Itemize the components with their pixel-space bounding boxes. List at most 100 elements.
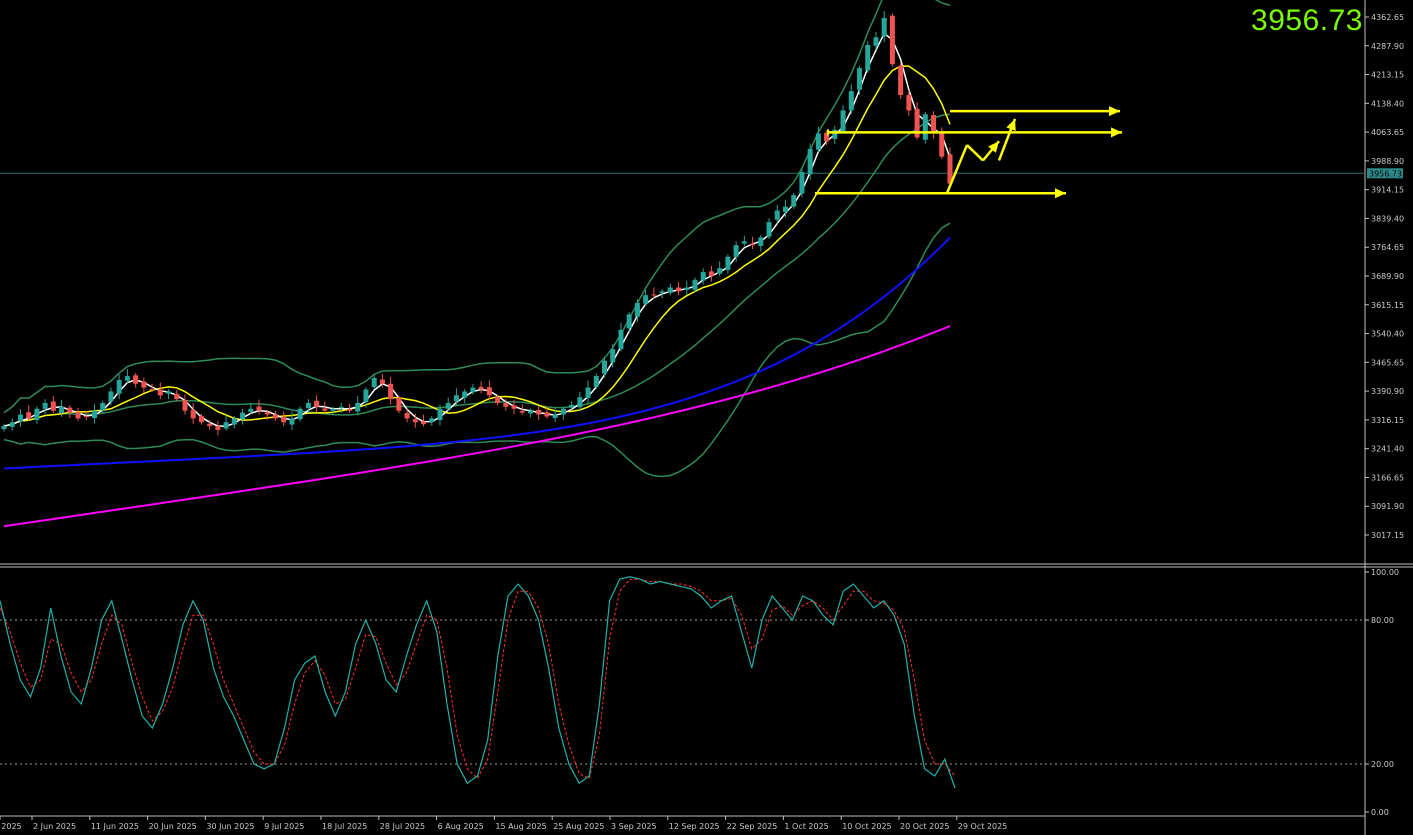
price-tick-label: 3914.15 (1371, 186, 1404, 195)
candle-body (873, 37, 879, 46)
projection-arrow-head (1006, 118, 1016, 131)
candle-body (404, 413, 410, 419)
candle-body (865, 44, 871, 71)
candle-body (527, 410, 533, 414)
price-tick-label: 4287.90 (1371, 42, 1404, 51)
candle-body (149, 389, 155, 391)
candle-body (536, 409, 542, 415)
candle-body (231, 418, 237, 425)
candle-body (758, 237, 764, 246)
candle-body (91, 410, 97, 419)
stochastic-pane: 100.00 80.00 20.00 0.00 (0, 568, 1399, 817)
osc-main-line (0, 576, 956, 789)
time-tick-label: 28 Jul 2025 (380, 822, 425, 831)
candle-body (815, 133, 821, 150)
candle-body (1, 426, 7, 430)
time-tick-label: 25 Aug 2025 (553, 822, 604, 831)
candle-body (445, 403, 451, 409)
candle-body (750, 243, 756, 246)
time-tick-label: 20 Oct 2025 (900, 822, 949, 831)
candle-body (141, 381, 147, 388)
candle-body (223, 422, 229, 429)
candle-body (371, 377, 377, 388)
candle-body (305, 403, 311, 409)
candle-body (396, 397, 402, 411)
candle-body (83, 416, 89, 418)
candle-body (741, 241, 747, 244)
candle-body (717, 268, 723, 274)
bollinger-lower (3, 222, 951, 478)
candle-body (569, 404, 575, 408)
candle-body (116, 379, 122, 394)
ma-mid-line (3, 65, 951, 427)
candle-body (626, 314, 632, 329)
candle-body (898, 65, 904, 96)
candle-body (733, 245, 739, 257)
candle-body (108, 391, 114, 402)
candle-body (939, 132, 945, 157)
candle-body (322, 408, 328, 411)
price-tick-label: 3017.15 (1371, 531, 1404, 540)
time-tick-label: 15 Aug 2025 (495, 822, 546, 831)
osc-tick-label: 80.00 (1371, 616, 1394, 625)
time-tick-label: 22 Sep 2025 (727, 822, 778, 831)
candle-body (388, 383, 394, 400)
candle-body (857, 68, 863, 90)
candle-body (462, 391, 468, 398)
time-tick-label: 30 Jun 2025 (206, 822, 254, 831)
current-price-display: 3956.73 (1251, 4, 1363, 37)
time-tick-label: 2 Jun 2025 (33, 822, 76, 831)
candle-body (774, 210, 780, 220)
time-tick-label: 3 Sep 2025 (611, 822, 657, 831)
price-tick-label: 3540.40 (1371, 330, 1404, 339)
candle-body (272, 414, 278, 419)
price-tick-label: 3091.90 (1371, 502, 1404, 511)
bollinger-bands (3, 0, 951, 478)
candle-body (34, 408, 40, 420)
candle-body (906, 95, 912, 111)
candle-body (651, 294, 657, 296)
candle-body (281, 416, 287, 423)
candle-body (379, 379, 385, 384)
price-tick-label: 3689.90 (1371, 272, 1404, 281)
candle-body (182, 399, 188, 411)
candle-body (914, 108, 920, 138)
time-tick-label: 11 Jun 2025 (91, 822, 139, 831)
projection-arrow-head (988, 141, 999, 153)
osc-tick-label: 20.00 (1371, 760, 1394, 769)
price-tick-label: 3316.15 (1371, 416, 1404, 425)
price-tick-label: 3839.40 (1371, 214, 1404, 223)
osc-tick-label: 0.00 (1371, 808, 1389, 817)
level-arrow-lower-head (1055, 188, 1066, 199)
current-price-tag: 3956.73 (1367, 168, 1403, 179)
price-axis-ticks: 4362.65 4287.90 4213.15 4138.40 4063.65 3988.… (1365, 13, 1404, 540)
annotation-arrows (815, 106, 1122, 199)
candlestick-series (1, 11, 953, 436)
candle-body (503, 403, 509, 407)
candle-body (643, 295, 649, 304)
price-tick-label: 3390.90 (1371, 387, 1404, 396)
candle-body (881, 18, 887, 37)
candle-body (215, 426, 221, 430)
candle-body (470, 387, 476, 393)
candle-body (330, 408, 336, 411)
candle-body (602, 360, 608, 374)
candle-body (363, 389, 369, 403)
price-tick-label: 3764.65 (1371, 243, 1404, 252)
time-tick-label: 18 Jul 2025 (322, 822, 367, 831)
candle-body (59, 406, 65, 414)
ma-long-line (3, 325, 951, 528)
candle-body (50, 401, 56, 411)
candle-body (297, 408, 303, 420)
candle-body (67, 407, 73, 413)
price-tick-label: 3166.65 (1371, 473, 1404, 482)
candle-body (610, 349, 616, 363)
price-tick-label: 3615.15 (1371, 301, 1404, 310)
price-tick-label: 3988.90 (1371, 157, 1404, 166)
time-tick-label: 12 Sep 2025 (669, 822, 720, 831)
candle-body (198, 416, 204, 423)
candle-body (791, 195, 797, 207)
projection-leg (966, 144, 984, 162)
candle-body (807, 148, 813, 175)
